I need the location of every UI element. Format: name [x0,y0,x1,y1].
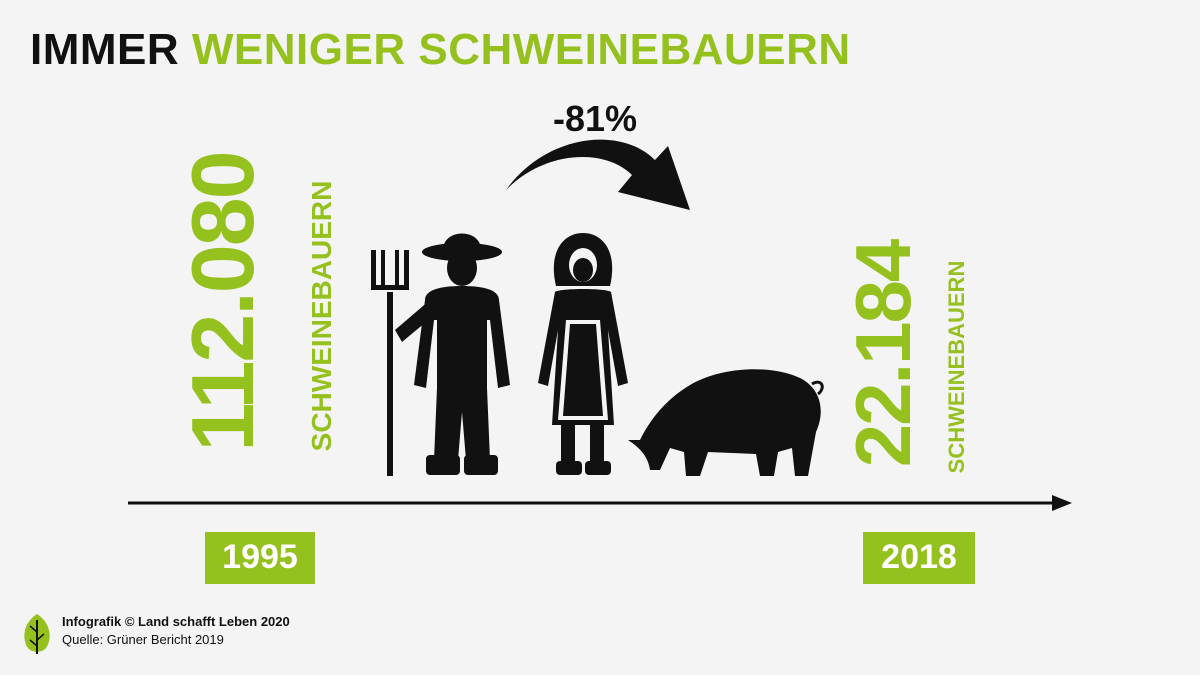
change-label: -81% [552,98,638,139]
title-green-part: WENIGER SCHWEINEBAUERN [191,25,851,74]
category-label-1995: 1995 [205,532,315,584]
category-label-2018: 2018 [863,532,975,584]
title-dark-part: IMMER [30,25,180,74]
pitchfork-icon [371,250,409,476]
footer-credit: Infografik © Land schafft Leben 2020 [62,614,290,629]
page-title: IMMER WENIGER SCHWEINEBAUERN [30,20,851,80]
leaf-logo-icon [24,614,50,654]
footer-source: Quelle: Grüner Bericht 2019 [62,632,224,647]
timeline-arrowhead [1052,495,1072,511]
